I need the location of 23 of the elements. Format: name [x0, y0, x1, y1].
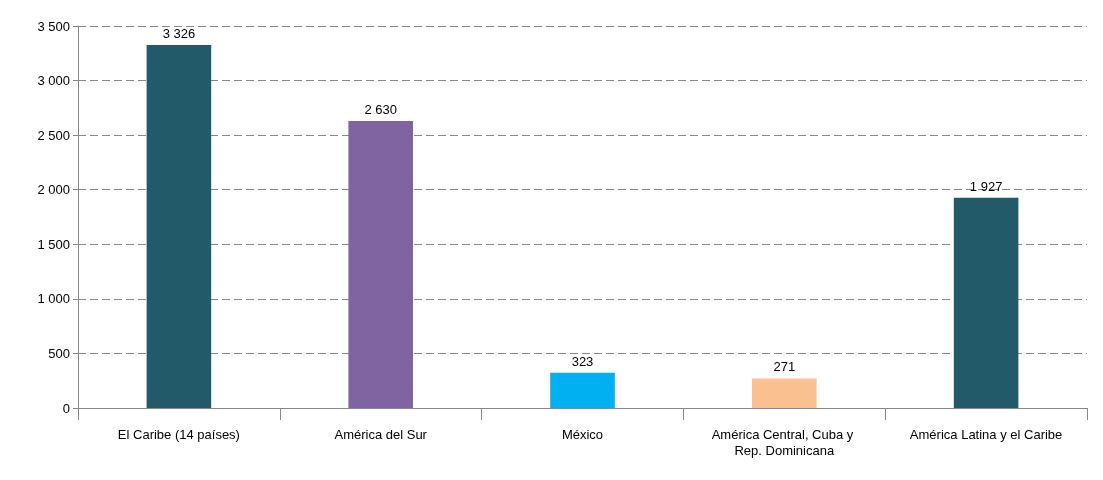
x-tick-label: América del Sur — [334, 426, 428, 442]
y-tick-label: 3 500 — [37, 18, 70, 34]
x-tick-label: México — [561, 426, 604, 442]
y-tick-label: 1 000 — [37, 291, 70, 307]
bar — [146, 44, 212, 408]
y-tick-label: 2 000 — [37, 182, 70, 198]
bar — [348, 120, 413, 408]
y-tick-label: 0 — [62, 400, 70, 416]
y-tick-label: 500 — [48, 345, 70, 361]
bar — [550, 372, 615, 408]
y-tick-label: 1 500 — [37, 236, 70, 252]
data-label: 2 630 — [364, 101, 397, 117]
bar — [953, 197, 1019, 408]
x-tick-label: América Central, Cuba y Rep. Dominicana — [711, 426, 857, 458]
y-tick-label: 3 000 — [37, 73, 70, 89]
y-tick-label: 2 500 — [37, 127, 70, 143]
data-label: 323 — [571, 353, 594, 369]
data-label: 3 326 — [162, 25, 196, 41]
x-tick-label: El Caribe (14 países) — [117, 426, 240, 442]
data-label: 271 — [773, 359, 796, 375]
x-tick-label: América Latina y el Caribe — [909, 426, 1063, 442]
bar — [752, 378, 817, 408]
data-label: 1 927 — [969, 178, 1003, 194]
